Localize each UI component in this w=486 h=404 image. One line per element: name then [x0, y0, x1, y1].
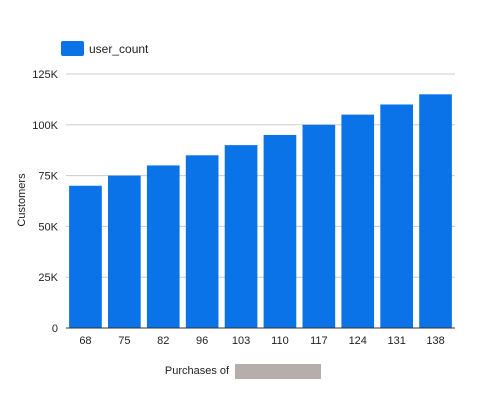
- legend-label: user_count: [89, 42, 149, 56]
- bars: [69, 94, 452, 328]
- x-axis-label-text: Purchases of: [164, 365, 230, 377]
- y-axis-ticks: 0 25K 50K 75K 100K 125K: [32, 69, 58, 335]
- x-tick-label: 124: [349, 335, 367, 347]
- y-tick-label: 50K: [38, 221, 58, 233]
- bar-chart: user_count Customers 025K50K75K100K125K …: [16, 41, 455, 347]
- y-tick-label: 0: [52, 323, 58, 335]
- x-tick-label: 131: [387, 335, 405, 347]
- x-tick-label: 110: [271, 335, 289, 347]
- y-tick-label: 100K: [32, 120, 58, 132]
- bar: [419, 94, 452, 328]
- x-axis-ticks: 68 75 82 96 103 110 117 124 131 138: [79, 335, 444, 347]
- x-tick-label: 138: [426, 335, 444, 347]
- bar: [302, 124, 336, 328]
- y-tick-label: 75K: [38, 171, 58, 183]
- x-tick-label: 75: [118, 335, 130, 347]
- legend: user_count: [61, 41, 149, 56]
- bar: [146, 165, 180, 328]
- bar: [224, 145, 258, 328]
- bar: [341, 114, 375, 328]
- x-tick-label: 68: [79, 335, 91, 347]
- x-tick-label: 103: [232, 335, 250, 347]
- legend-swatch: [61, 41, 84, 56]
- y-tick-label: 25K: [38, 272, 58, 284]
- x-axis-label: Purchases of: [0, 362, 486, 380]
- x-tick-label: 82: [157, 335, 169, 347]
- redacted-block: [235, 363, 322, 379]
- y-tick-label: 125K: [32, 69, 58, 81]
- bar: [263, 134, 297, 328]
- bar: [185, 155, 219, 328]
- x-tick-label: 117: [310, 335, 328, 347]
- y-axis-label: Customers: [16, 173, 28, 227]
- bar: [108, 175, 141, 328]
- x-tick-label: 96: [196, 335, 208, 347]
- bar: [380, 104, 413, 328]
- bar: [69, 185, 102, 328]
